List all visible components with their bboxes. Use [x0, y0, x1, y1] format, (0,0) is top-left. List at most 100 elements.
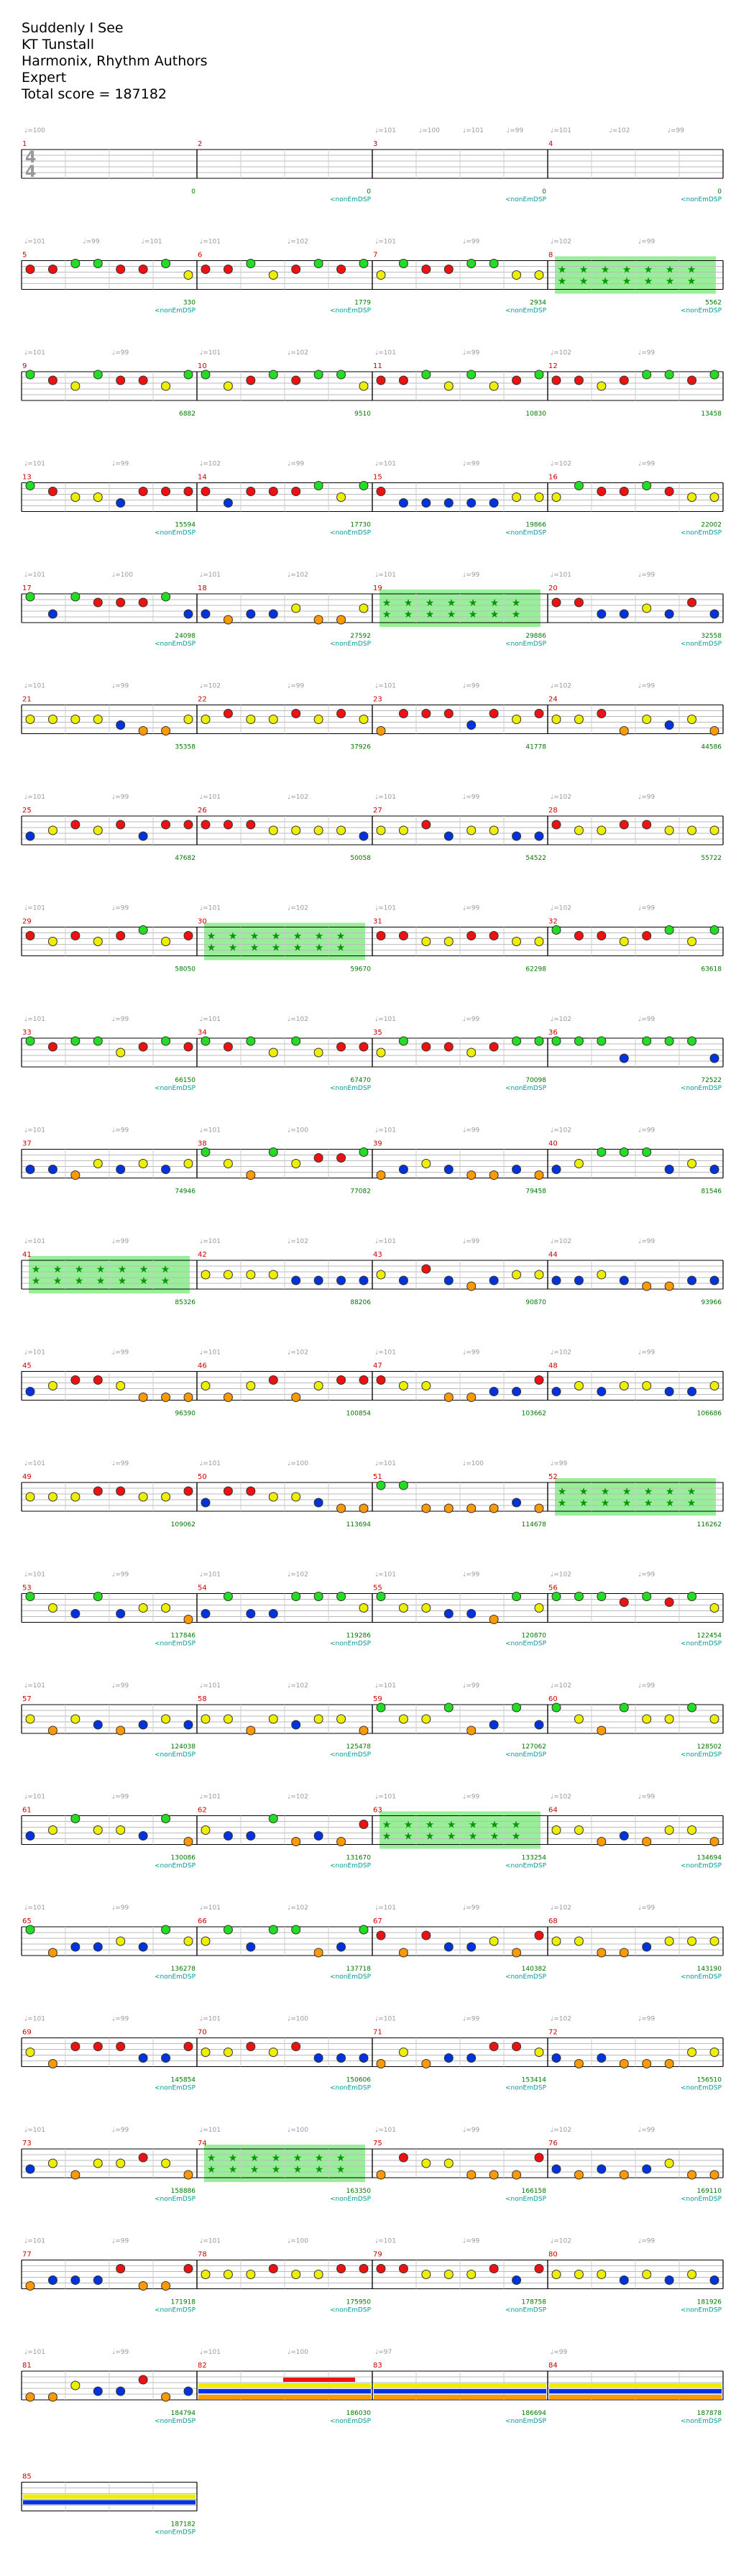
note-gem	[551, 1036, 561, 1046]
star-note: ★	[447, 609, 456, 620]
measure-number: 49	[22, 1473, 32, 1481]
note-gem	[359, 603, 369, 613]
note-gem	[138, 1720, 148, 1730]
note-gem	[619, 1147, 629, 1157]
note-gem	[336, 1837, 346, 1846]
note-gem	[443, 1393, 454, 1402]
note-gem	[161, 2392, 171, 2402]
star-note: ★	[53, 1264, 63, 1275]
note-gem	[246, 609, 256, 619]
tempo-marking: ♩=102	[288, 1572, 308, 1579]
measure-77: ♩=101 ♩=99 77 171918<nonEmDSP	[21, 2238, 198, 2314]
note-gem	[183, 609, 193, 619]
note-gem	[534, 1036, 544, 1046]
note-gem	[291, 1393, 301, 1402]
note-gem	[642, 1942, 652, 1952]
measure-number: 59	[373, 1695, 382, 1703]
note-gem	[421, 1503, 431, 1513]
note-gem	[161, 2281, 171, 2291]
star-note: ★	[558, 1486, 567, 1498]
note-gem	[93, 597, 103, 608]
measure-50: ♩=101 ♩=100 50 113694	[196, 1460, 373, 1528]
note-gem	[709, 1936, 719, 1946]
note-gem	[597, 2053, 607, 2063]
note-gem	[597, 487, 607, 496]
note-gem	[534, 2264, 544, 2273]
note-gem	[336, 2053, 346, 2063]
note-gem	[534, 1720, 544, 1730]
tempo-marking: ♩=99	[463, 905, 480, 912]
measure-number: 53	[22, 1585, 32, 1592]
note-gem	[25, 265, 35, 274]
tempo-marking: ♩=99	[463, 2016, 480, 2023]
measure-35: ♩=101 ♩=99 35 70098<nonEmDSP	[372, 1016, 548, 1092]
note-gem	[116, 1165, 126, 1174]
note-gem	[398, 709, 408, 718]
tempo-marking: ♩=102	[551, 2127, 571, 2134]
note-gem	[376, 1480, 386, 1490]
section-marker: <nonEmDSP	[681, 1974, 722, 1981]
note-gem	[70, 820, 80, 830]
note-gem	[664, 487, 674, 496]
tempo-marking: ♩=101	[463, 127, 484, 134]
section-marker: <nonEmDSP	[330, 2307, 372, 2314]
note-gem	[664, 1036, 674, 1046]
note-gem	[223, 498, 233, 508]
star-note: ★	[490, 597, 500, 609]
tempo-marking: ♩=101	[24, 1460, 45, 1467]
note-gem	[619, 937, 629, 946]
note-gem	[398, 498, 408, 508]
note-gem	[574, 715, 584, 724]
tempo-marking: ♩=101	[200, 794, 221, 801]
star-note: ★	[644, 265, 653, 276]
sustain-note	[198, 2383, 371, 2388]
note-gem	[93, 492, 103, 502]
note-gem	[574, 1159, 584, 1168]
tempo-marking: ♩=102	[288, 1349, 308, 1357]
star-note: ★	[644, 276, 653, 288]
note-gem	[25, 831, 35, 841]
tempo-marking: ♩=101	[24, 1238, 45, 1245]
measure-number: 35	[373, 1029, 382, 1037]
tempo-marking: ♩=101	[375, 1572, 396, 1579]
note-gem	[70, 1609, 80, 1618]
note-gem	[161, 2158, 171, 2168]
tempo-marking: ♩=102	[551, 1682, 571, 1690]
note-gem	[619, 1831, 629, 1841]
note-gem	[664, 720, 674, 730]
tempo-marking: ♩=102	[609, 127, 630, 134]
note-gem	[201, 820, 211, 830]
note-gem	[93, 2158, 103, 2168]
note-gem	[534, 492, 544, 502]
measure-83: ♩=97 83 186694<nonEmDSP	[372, 2349, 548, 2425]
measure-number: 46	[198, 1362, 207, 1370]
measure-score: 5562	[705, 300, 722, 307]
measure-72: ♩=102 ♩=99 72 156510<nonEmDSP	[547, 2016, 724, 2092]
star-note: ★	[687, 276, 696, 288]
measure-score: 130086	[171, 1855, 196, 1862]
sustain-note	[374, 2395, 546, 2399]
measure-27: ♩=101 ♩=99 27 54522	[372, 794, 548, 862]
tempo-marking: ♩=101	[24, 349, 45, 357]
tempo-marking: ♩=101	[375, 2238, 396, 2245]
measure-score: 103662	[522, 1411, 546, 1418]
note-gem	[551, 2270, 561, 2279]
measure-number: 56	[548, 1585, 558, 1592]
note-gem	[183, 1042, 193, 1052]
note-gem	[246, 2270, 256, 2279]
note-gem	[489, 1275, 499, 1285]
section-marker: <nonEmDSP	[681, 2418, 722, 2425]
measure-53: ♩=101 ♩=99 53 117846<nonEmDSP	[21, 1572, 198, 1648]
note-gem	[466, 1048, 477, 1058]
note-gem	[268, 825, 278, 835]
note-gem	[512, 375, 522, 385]
measure-number: 62	[198, 1807, 207, 1815]
measure-number: 45	[22, 1362, 32, 1370]
note-gem	[359, 1275, 369, 1285]
note-gem	[223, 1393, 233, 1402]
tempo-marking: ♩=102	[288, 1905, 308, 1912]
tempo-marking: ♩=101	[24, 1794, 45, 1801]
sustain-note	[283, 2378, 355, 2382]
measure-number: 5	[22, 252, 27, 260]
note-gem	[642, 481, 652, 490]
